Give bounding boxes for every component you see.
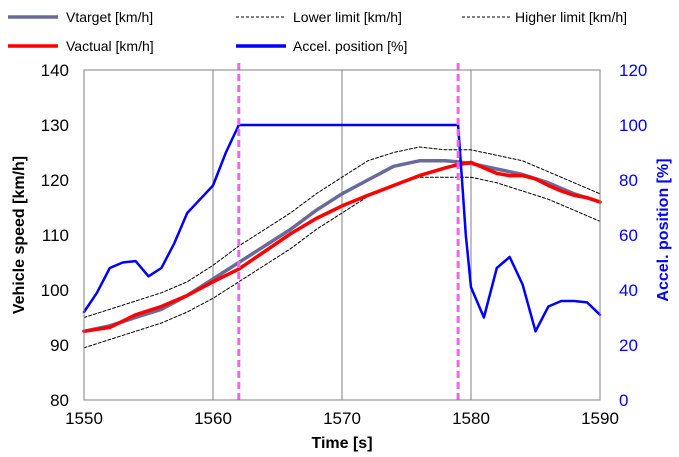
y-axis-title: Vehicle speed [km/h] [11,156,28,314]
x-tick-label: 1560 [194,409,232,428]
y-tick-label: 90 [50,336,69,355]
x-axis-title: Time [s] [311,435,372,452]
markers [237,63,460,400]
y-right-tick-label: 40 [619,281,638,300]
y-tick-label: 130 [41,116,69,135]
y-right-tick-label: 60 [619,226,638,245]
legend-label: Higher limit [km/h] [515,9,627,25]
series-line-accel-position [82,123,602,333]
legend-label: Vactual [km/h] [66,38,154,54]
y-right-tick-label: 20 [619,336,638,355]
y-axis-right-title: Accel. position [%] [655,158,672,301]
y-right-tick-label: 100 [619,116,647,135]
x-tick-label: 1590 [581,409,619,428]
plot-frame [83,69,601,401]
y-right-tick-label: 80 [619,171,638,190]
y-tick-label: 110 [42,226,69,245]
legend-label: Accel. position [%] [293,38,407,54]
x-tick-label: 1550 [65,409,103,428]
series-layer [82,123,602,349]
y-tick-label: 80 [50,391,69,410]
y-tick-label: 100 [41,281,69,300]
legend-label: Lower limit [km/h] [293,9,402,25]
ticks: 1550 1560 1570 1580 1590 80 90 100 110 120 130 140 0… [41,61,648,428]
y-tick-label: 120 [41,171,69,190]
legend-label: Vtarget [km/h] [66,9,153,25]
y-right-tick-label: 0 [619,391,628,410]
legend: Vtarget [km/h] Lower limit [km/h] Higher l… [8,9,627,54]
x-tick-label: 1580 [452,409,490,428]
x-tick-label: 1570 [323,409,361,428]
y-tick-label: 140 [41,61,69,80]
series-line-higher-limit-km-h [83,146,601,318]
y-right-tick-label: 120 [619,61,647,80]
series-line-vactual-km-h [82,160,602,334]
series-line-lower-limit-km-h [83,176,601,349]
